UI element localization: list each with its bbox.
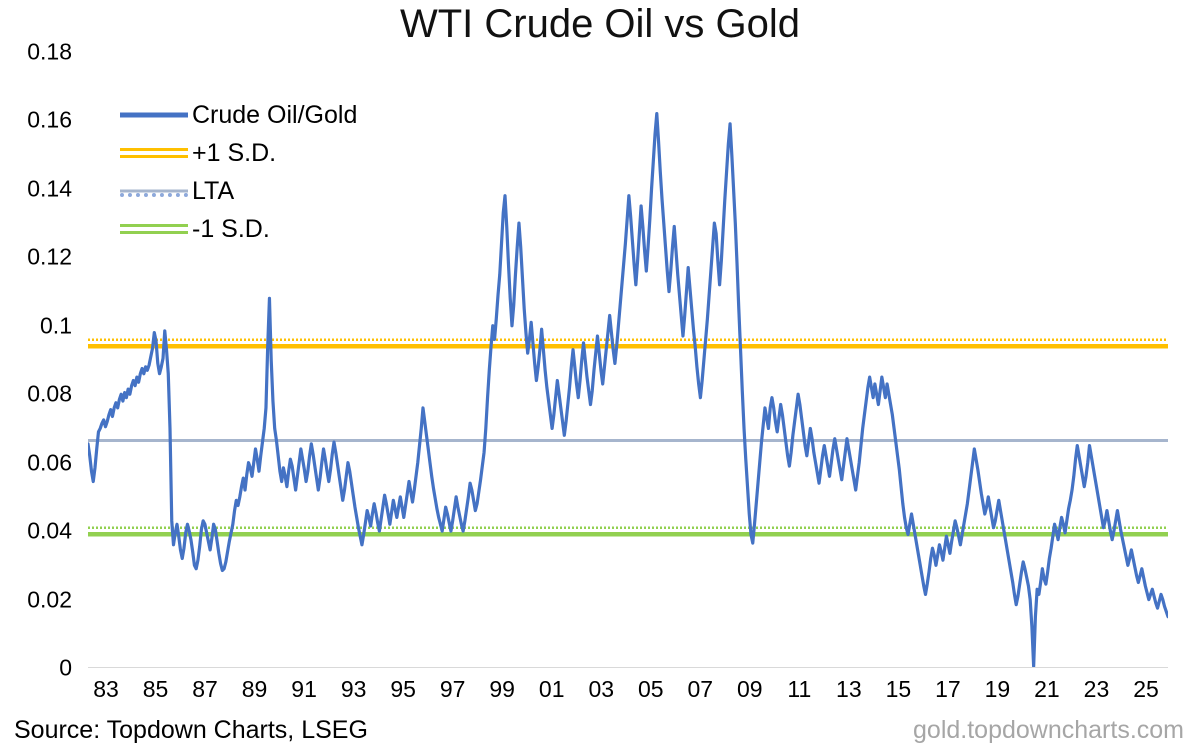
legend-band-top-glyph	[120, 224, 188, 227]
y-tick-label: 0.06	[27, 449, 72, 476]
legend-label: LTA	[192, 176, 235, 205]
x-tick-label: 13	[836, 676, 862, 702]
x-tick-label: 25	[1133, 676, 1159, 702]
legend-item-1-s-d[interactable]: -1 S.D.	[120, 210, 420, 248]
x-tick-label: 03	[588, 676, 615, 702]
x-tick-label: 23	[1083, 676, 1110, 702]
x-tick-label: 99	[489, 676, 515, 702]
chart-title: WTI Crude Oil vs Gold	[399, 2, 801, 46]
y-tick-label: 0.04	[27, 517, 72, 544]
x-tick-label: 91	[291, 676, 317, 702]
y-axis-tick-labels: 0 0.02 0.04 0.06 0.08 0.1 0.12 0.14 0.16 0.18	[0, 0, 78, 755]
x-tick-label: 95	[390, 676, 416, 702]
x-tick-label: 21	[1034, 676, 1060, 702]
x-tick-label: 85	[142, 676, 169, 702]
y-tick-label: 0.18	[27, 38, 72, 65]
legend-dotted-line-glyph	[120, 193, 188, 197]
legend-swatch-icon	[120, 108, 188, 122]
x-tick-label: 97	[439, 676, 466, 702]
x-tick-label: 17	[935, 676, 961, 702]
x-tick-label: 09	[737, 676, 763, 702]
x-tick-label: 07	[687, 676, 714, 702]
legend-band-bottom-glyph	[120, 231, 188, 234]
y-tick-label: 0.02	[27, 586, 72, 613]
legend-item-lta[interactable]: LTA	[120, 172, 420, 210]
x-tick-label: 01	[538, 676, 565, 702]
legend-swatch-icon	[120, 184, 188, 198]
series-line-crude-oil-gold	[88, 111, 1168, 668]
y-tick-label: 0.16	[27, 106, 72, 133]
legend-line-glyph	[120, 112, 188, 118]
y-tick-label: 0.08	[27, 380, 72, 407]
x-tick-label: 05	[637, 676, 664, 702]
chart-svg	[88, 111, 1168, 668]
legend-label: Crude Oil/Gold	[192, 100, 358, 129]
legend-gray-line-glyph	[120, 189, 188, 193]
legend-band-bottom-glyph	[120, 155, 188, 158]
legend-swatch-icon	[120, 222, 188, 236]
reference-line-1-s-d	[88, 338, 1168, 349]
plot-area	[88, 52, 1168, 668]
legend-label: -1 S.D.	[192, 214, 270, 243]
x-tick-label: 83	[93, 676, 119, 702]
source-note: Source: Topdown Charts, LSEG	[14, 716, 368, 744]
reference-line-1-s-d	[88, 526, 1168, 537]
y-tick-label: 0.14	[27, 175, 72, 202]
website-note: gold.topdowncharts.com	[913, 716, 1184, 744]
x-tick-label: 15	[885, 676, 912, 702]
y-tick-label: 0	[59, 654, 72, 681]
x-tick-label: 93	[340, 676, 367, 702]
y-tick-label: 0.1	[40, 312, 72, 339]
x-axis-tick-labels: 83 85 87 89 91 93 95 97 99 01 03 05 07 09 11 13 15 17 19 21…	[88, 672, 1168, 712]
x-tick-label: 87	[192, 676, 218, 702]
chart-legend: Crude Oil/Gold +1 S.D. LTA -1 S.D.	[120, 96, 420, 248]
legend-label: +1 S.D.	[192, 138, 277, 167]
x-tick-label: 19	[984, 676, 1011, 702]
legend-band-top-glyph	[120, 148, 188, 151]
x-tick-label: 11	[787, 676, 812, 702]
legend-item-1-s-d[interactable]: +1 S.D.	[120, 134, 420, 172]
legend-swatch-icon	[120, 146, 188, 160]
legend-item-crude-oil-gold[interactable]: Crude Oil/Gold	[120, 96, 420, 134]
x-tick-label: 89	[241, 676, 268, 702]
y-tick-label: 0.12	[27, 243, 72, 270]
